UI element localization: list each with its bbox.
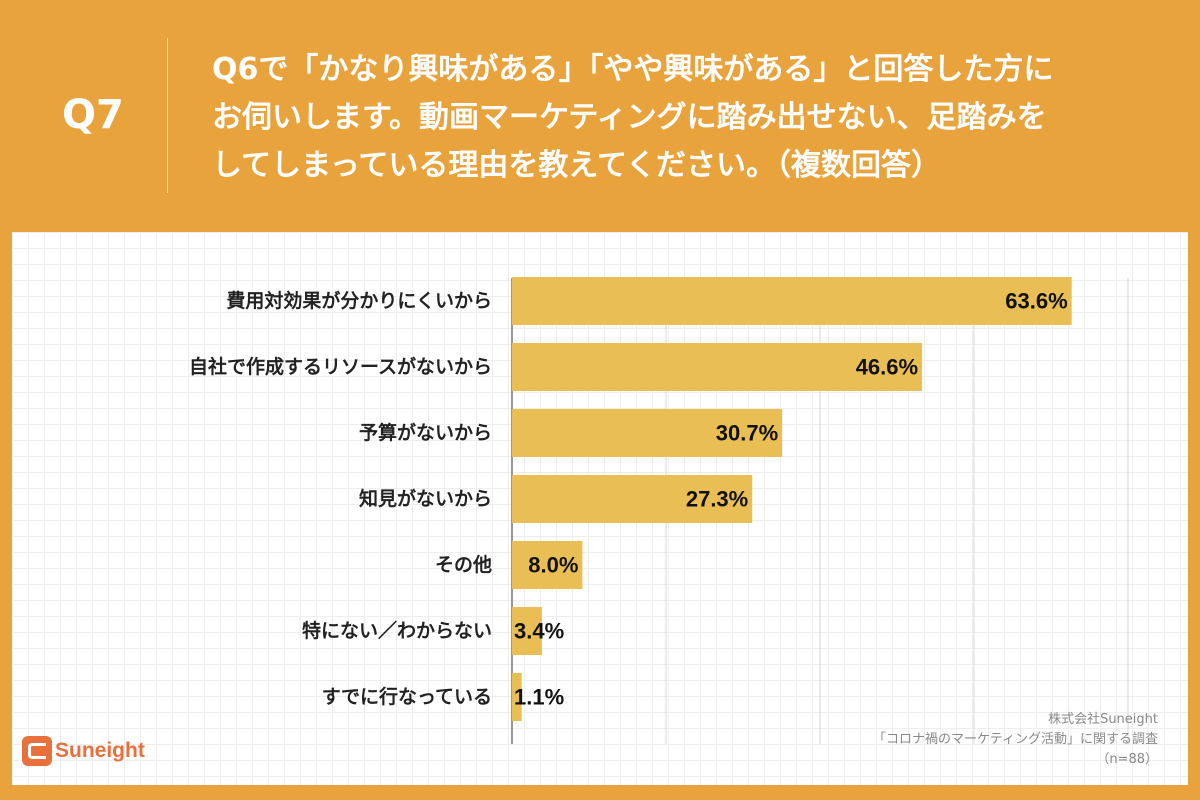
category-label: 自社で作成するリソースがないから: [189, 355, 492, 378]
bar: [512, 607, 542, 655]
value-label: 8.0%: [528, 553, 578, 578]
question-text: Q6で「かなり興味がある」「やや興味がある」と回答した方に お伺いします。動画マ…: [212, 46, 1172, 190]
header-divider: [167, 38, 168, 193]
logo-text: Suneight: [55, 739, 145, 762]
category-label: すでに行なっている: [322, 685, 492, 708]
question-line: してしまっている理由を教えてください。（複数回答）: [212, 148, 941, 183]
header: Q7 Q6で「かなり興味がある」「やや興味がある」と回答した方に お伺いします。…: [0, 0, 1200, 230]
value-label: 63.6%: [1005, 289, 1067, 314]
footer-sample: （n=88）: [1096, 752, 1158, 767]
chart-panel: 費用対効果が分かりにくいから 63.6% 自社で作成するリソースがないから 46.6%…: [12, 232, 1188, 785]
category-label: 特にない／わからない: [302, 619, 492, 642]
footer-note: 株式会社Suneight 「コロナ禍のマーケティング活動」に関する調査 （n=8…: [873, 710, 1158, 770]
question-line: Q6で「かなり興味がある」「やや興味がある」と回答した方に: [212, 52, 1054, 87]
bar: [512, 673, 522, 721]
question-number: Q7: [62, 92, 124, 138]
logo-mark-icon: [22, 736, 52, 766]
category-label: 知見がないから: [359, 487, 492, 510]
value-label: 27.3%: [686, 487, 748, 512]
bar: [512, 409, 783, 457]
suneight-logo: Suneight: [22, 736, 145, 766]
question-line: お伺いします。動画マーケティングに踏み出せない、足踏みを: [212, 100, 1047, 135]
value-label: 30.7%: [716, 421, 778, 446]
category-label: その他: [435, 553, 492, 576]
footer-survey: 「コロナ禍のマーケティング活動」に関する調査: [873, 732, 1158, 747]
bar: [512, 343, 923, 391]
category-label: 予算がないから: [359, 421, 492, 444]
bar: [512, 277, 1072, 325]
bar: [512, 475, 753, 523]
category-label: 費用対効果が分かりにくいから: [226, 289, 492, 312]
bar: [512, 541, 583, 589]
bar-chart: 費用対効果が分かりにくいから 63.6% 自社で作成するリソースがないから 46.6%…: [189, 277, 1129, 744]
value-label: 46.6%: [856, 355, 918, 380]
footer-company: 株式会社Suneight: [1048, 712, 1158, 727]
value-label: 3.4%: [514, 619, 564, 644]
value-label: 1.1%: [514, 685, 564, 710]
